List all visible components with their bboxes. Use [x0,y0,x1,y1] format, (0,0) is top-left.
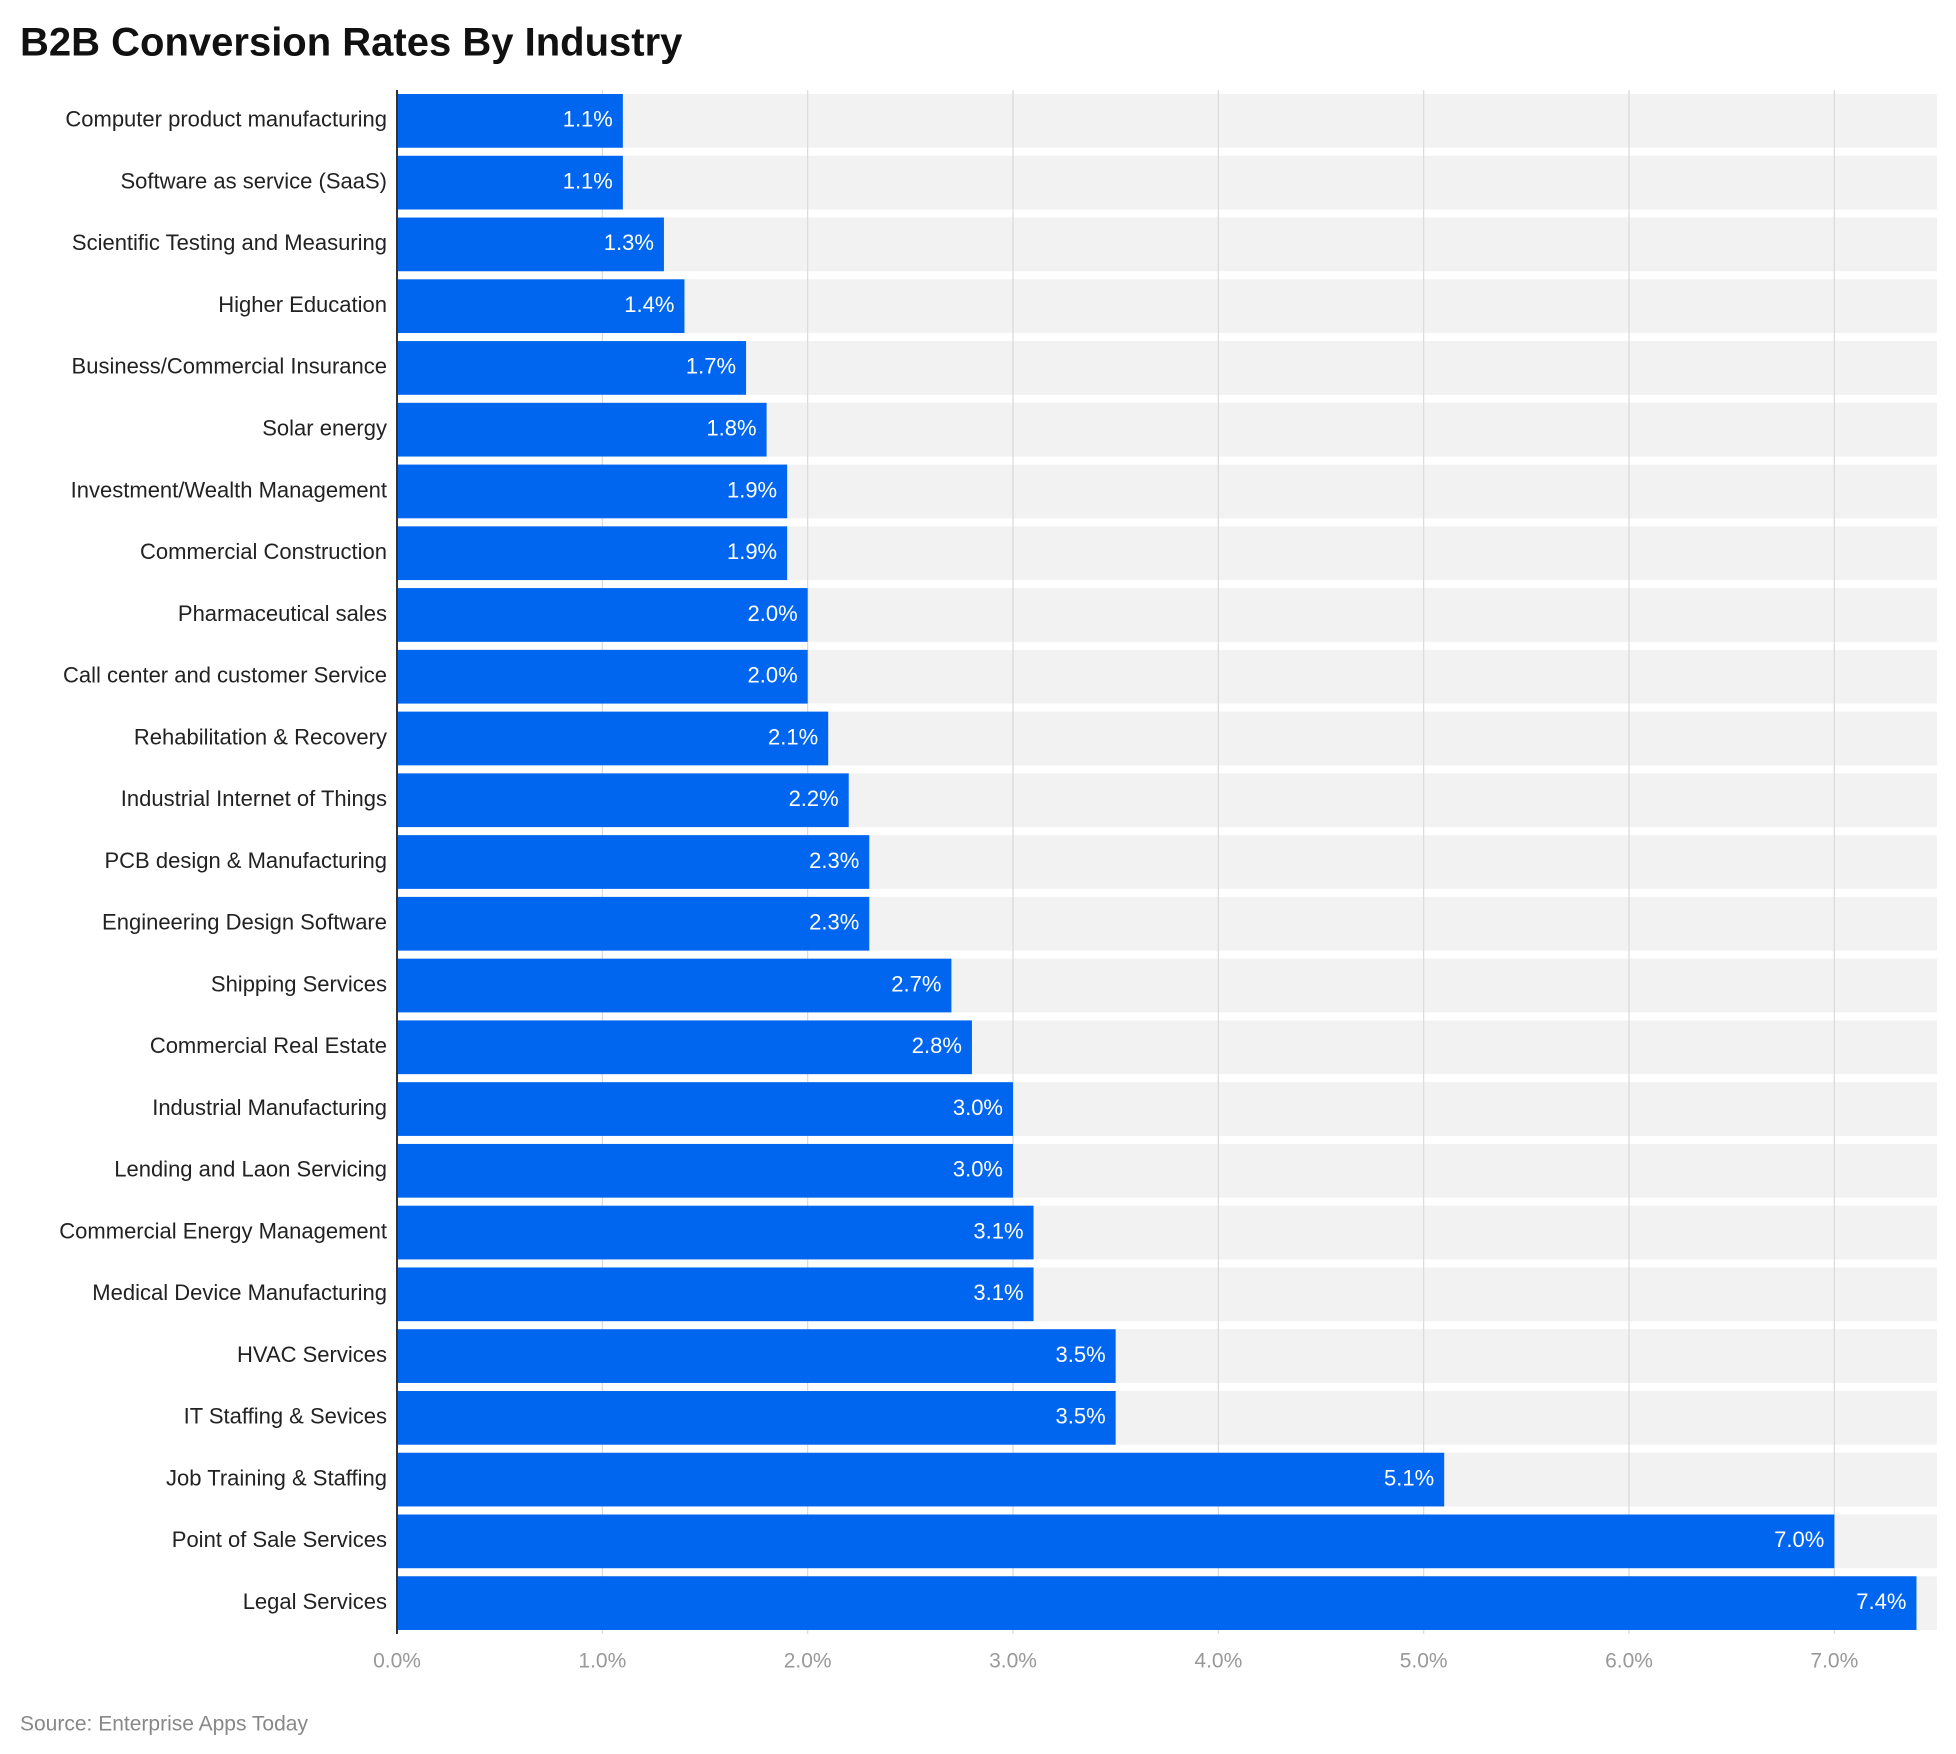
x-tick-label: 6.0% [1605,1650,1653,1673]
value-label: 1.1% [563,107,613,132]
value-label: 2.2% [789,786,839,811]
value-label: 3.5% [1056,1342,1106,1367]
bar [397,1143,1013,1198]
bar [397,1576,1917,1630]
y-tick-label: Industrial Internet of Things [121,786,387,811]
value-label: 3.1% [973,1280,1023,1305]
y-tick-label: Medical Device Manufacturing [92,1280,387,1305]
y-tick-label: Job Training & Staffing [166,1465,387,1490]
row-band [397,155,1937,210]
y-tick-label: Commercial Construction [140,539,387,564]
y-tick-label: Legal Services [243,1589,387,1614]
x-tick-label: 7.0% [1810,1650,1858,1673]
y-tick-label: Scientific Testing and Measuring [72,230,387,255]
y-tick-label: Point of Sale Services [172,1527,387,1552]
x-tick-label: 2.0% [784,1650,832,1673]
value-label: 2.7% [891,971,941,996]
bar [397,279,685,334]
x-tick-label: 3.0% [989,1650,1037,1673]
y-tick-label: Business/Commercial Insurance [72,354,387,379]
value-label: 5.1% [1384,1465,1434,1490]
bar [397,464,788,519]
y-tick-label: Commercial Real Estate [150,1033,387,1058]
value-label: 2.0% [748,663,798,688]
value-label: 1.9% [727,539,777,564]
y-tick-label: Engineering Design Software [102,910,387,935]
y-tick-label: Solar energy [262,415,387,440]
bar [397,896,870,951]
bar [397,711,829,766]
value-label: 2.3% [809,848,859,873]
x-tick-label: 4.0% [1194,1650,1242,1673]
value-label: 1.8% [706,415,756,440]
y-tick-label: Higher Education [218,292,387,317]
value-label: 1.9% [727,477,777,502]
value-label: 7.4% [1856,1589,1906,1614]
chart-title: B2B Conversion Rates By Industry [20,21,683,65]
value-label: 1.4% [624,292,674,317]
value-label: 3.0% [953,1095,1003,1120]
y-tick-label: HVAC Services [237,1342,387,1367]
bar [397,402,767,457]
bar [397,526,788,581]
y-tick-label: Commercial Energy Management [59,1218,387,1243]
bar [397,1390,1116,1445]
bar [397,958,952,1013]
x-tick-label: 1.0% [578,1650,626,1673]
value-label: 2.0% [748,601,798,626]
value-label: 1.3% [604,230,654,255]
bar [397,649,808,704]
bar [397,1205,1034,1260]
bar [397,1452,1445,1507]
x-tick-label: 5.0% [1400,1650,1448,1673]
y-tick-label: Lending and Laon Servicing [114,1157,387,1182]
value-label: 3.1% [973,1218,1023,1243]
y-tick-label: Pharmaceutical sales [178,601,387,626]
bar [397,773,849,828]
y-tick-label: Industrial Manufacturing [152,1095,387,1120]
bar [397,341,747,395]
value-label: 1.1% [563,168,613,193]
bar [397,94,623,148]
y-tick-label: Software as service (SaaS) [120,168,387,193]
value-label: 7.0% [1774,1527,1824,1552]
y-tick-label: Shipping Services [211,971,387,996]
bar [397,1267,1034,1322]
y-tick-label: Call center and customer Service [63,663,387,688]
source: Source: Enterprise Apps Today [20,1713,308,1736]
bar [397,1020,972,1075]
y-tick-label: Rehabilitation & Recovery [134,724,387,749]
row-band [397,94,1937,148]
value-label: 2.3% [809,910,859,935]
bar [397,217,664,272]
bar [397,835,870,889]
y-tick-label: Investment/Wealth Management [71,477,387,502]
x-tick-label: 0.0% [373,1650,421,1673]
value-label: 1.7% [686,354,736,379]
bar [397,1514,1835,1569]
bar [397,588,808,642]
bar [397,1082,1013,1136]
value-label: 2.8% [912,1033,962,1058]
y-tick-label: PCB design & Manufacturing [105,848,388,873]
y-tick-label: Computer product manufacturing [65,107,387,132]
value-label: 2.1% [768,724,818,749]
bar [397,155,623,210]
y-tick-label: IT Staffing & Sevices [184,1404,387,1429]
value-label: 3.0% [953,1157,1003,1182]
bar [397,1329,1116,1383]
value-label: 3.5% [1056,1404,1106,1429]
